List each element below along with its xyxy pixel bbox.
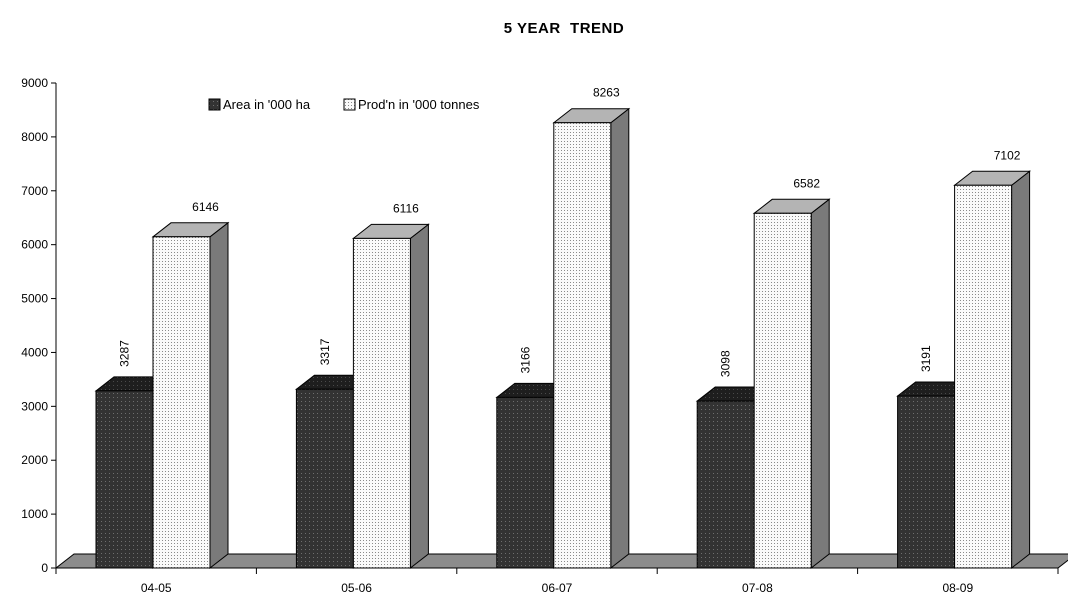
production-04-05-bar-side (209, 221, 229, 570)
y-tick-label: 7000 (21, 184, 48, 198)
production-07-08-bar (752, 198, 831, 570)
legend-production-label: Prod'n in '000 tonnes (358, 97, 480, 112)
production-06-07-bar-side (610, 107, 630, 570)
area-04-05-bar-front (95, 390, 154, 569)
y-tick-label: 5000 (21, 292, 48, 306)
production-04-05-bar-front (152, 236, 211, 569)
y-tick-label: 3000 (21, 399, 48, 413)
area-data-label: 3287 (118, 340, 132, 367)
chart-title: 5 YEAR TREND (503, 20, 625, 37)
production-data-label: 6146 (192, 200, 219, 214)
area-data-label: 3191 (919, 345, 933, 372)
production-05-06-bar-side (409, 223, 429, 570)
x-tick-label: 08-09 (942, 581, 973, 595)
area-06-07-bar-front (496, 396, 555, 569)
x-tick-label: 07-08 (742, 581, 773, 595)
y-tick-label: 8000 (21, 130, 48, 144)
legend-production: Prod'n in '000 tonnes (343, 97, 480, 112)
production-data-label: 6582 (793, 176, 820, 190)
x-tick-label: 04-05 (141, 581, 172, 595)
production-04-05-bar (151, 221, 230, 570)
production-06-07-bar-front (553, 122, 612, 569)
production-07-08-bar-side (810, 198, 830, 570)
production-08-09-bar (953, 170, 1032, 570)
production-data-label: 7102 (994, 148, 1021, 162)
legend-area-swatch (208, 98, 221, 111)
area-data-label: 3317 (318, 338, 332, 365)
production-06-07-bar (552, 107, 631, 570)
y-tick-label: 6000 (21, 238, 48, 252)
x-tick-label: 06-07 (542, 581, 573, 595)
production-05-06-bar (351, 223, 430, 570)
legend-production-swatch (343, 98, 356, 111)
y-tick-label: 2000 (21, 453, 48, 467)
production-08-09-bar-side (1011, 170, 1031, 570)
area-data-label: 3098 (719, 350, 733, 377)
production-data-label: 6116 (393, 201, 419, 215)
production-07-08-bar-front (753, 212, 812, 569)
area-07-08-bar-front (696, 400, 755, 569)
x-tick-label: 05-06 (341, 581, 372, 595)
area-05-06-bar-front (295, 388, 354, 569)
y-tick-label: 1000 (21, 507, 48, 521)
y-tick-label: 0 (41, 561, 48, 575)
area-data-label: 3166 (518, 346, 532, 373)
y-tick-label: 4000 (21, 345, 48, 359)
legend-area-label: Area in '000 ha (223, 97, 311, 112)
production-data-label: 8263 (593, 86, 620, 100)
legend-area: Area in '000 ha (208, 97, 311, 112)
production-08-09-bar-front (954, 184, 1013, 569)
production-05-06-bar-front (352, 237, 411, 569)
area-08-09-bar-front (897, 395, 956, 569)
y-tick-label: 9000 (21, 76, 48, 90)
